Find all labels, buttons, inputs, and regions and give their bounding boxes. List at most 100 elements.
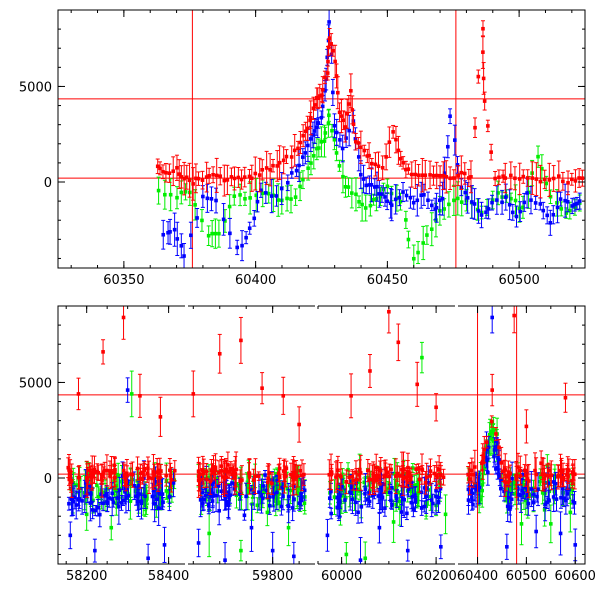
data-point <box>503 176 508 180</box>
data-point-group <box>195 208 200 228</box>
data-point <box>202 497 206 502</box>
data-point <box>385 199 389 204</box>
data-point-group <box>580 169 585 187</box>
data-point <box>481 50 485 54</box>
data-point-group <box>119 494 124 511</box>
data-point <box>413 172 418 177</box>
data-point-group <box>452 124 457 156</box>
data-point <box>439 545 443 549</box>
data-point <box>411 200 416 205</box>
data-point <box>331 48 335 53</box>
data-point <box>236 175 241 180</box>
data-point <box>370 493 375 498</box>
data-point-group <box>404 506 409 521</box>
data-point <box>164 473 168 478</box>
data-point-group <box>556 160 561 192</box>
data-point <box>311 154 316 158</box>
data-point <box>230 481 234 485</box>
data-point-group <box>100 463 105 498</box>
data-point <box>101 470 106 474</box>
data-point <box>210 231 214 236</box>
data-point <box>156 506 161 510</box>
data-point <box>86 485 91 490</box>
data-point <box>111 500 116 505</box>
data-point <box>298 140 303 145</box>
data-point-group <box>235 239 240 256</box>
data-point <box>396 148 401 153</box>
data-point <box>259 188 263 193</box>
data-point <box>240 478 244 482</box>
data-point <box>255 199 260 204</box>
data-point-group <box>138 463 143 484</box>
data-point <box>320 104 325 109</box>
data-point <box>95 483 99 488</box>
data-point <box>101 350 105 354</box>
data-point <box>140 496 145 501</box>
data-point-group <box>412 486 417 504</box>
data-point <box>175 237 180 241</box>
data-point <box>394 502 398 507</box>
data-point <box>285 180 290 185</box>
data-point-group <box>260 372 265 405</box>
data-point <box>151 470 156 474</box>
data-point <box>196 176 201 181</box>
data-point <box>315 146 319 151</box>
data-point <box>349 88 353 93</box>
data-point <box>361 177 366 181</box>
data-point <box>402 497 407 502</box>
data-point <box>486 207 491 211</box>
data-point-group <box>227 194 232 219</box>
data-point <box>397 499 402 504</box>
data-point-group <box>247 221 252 235</box>
data-point <box>312 129 317 133</box>
data-point <box>559 207 564 211</box>
data-point <box>143 494 147 499</box>
data-point <box>88 501 93 505</box>
data-point <box>463 190 468 195</box>
data-point <box>239 548 243 553</box>
data-point-group <box>80 487 85 515</box>
data-point <box>416 173 421 178</box>
y-tick-label: 0 <box>44 176 52 191</box>
data-point <box>337 110 342 115</box>
data-point-group <box>207 509 212 558</box>
data-point <box>489 150 493 154</box>
data-point-group <box>140 464 145 481</box>
data-point-group <box>95 498 100 517</box>
data-point <box>363 491 367 496</box>
data-point <box>349 480 354 485</box>
data-point <box>438 486 443 491</box>
data-point-group <box>419 500 424 516</box>
data-point <box>168 468 172 473</box>
data-point <box>260 386 264 390</box>
data-point <box>482 99 487 103</box>
data-point-group <box>503 183 508 211</box>
data-point-group <box>236 167 241 188</box>
data-point-group <box>308 112 313 129</box>
data-point <box>381 187 386 191</box>
data-point-group <box>207 167 212 184</box>
data-point-group <box>130 461 135 488</box>
data-point <box>415 482 419 487</box>
data-point-group <box>422 500 427 513</box>
data-point <box>125 388 130 392</box>
data-point-group <box>315 87 320 110</box>
data-point <box>374 465 379 470</box>
data-point <box>536 154 540 159</box>
data-point-group <box>166 221 171 245</box>
data-point-group <box>331 44 336 57</box>
data-point <box>300 473 304 478</box>
data-point-group <box>326 108 331 122</box>
data-point-group <box>302 480 307 501</box>
data-point-group <box>76 377 81 411</box>
data-point-group <box>125 377 130 403</box>
data-point <box>518 209 522 214</box>
data-point-group <box>175 186 180 210</box>
data-point <box>464 198 469 202</box>
data-point <box>207 475 211 480</box>
data-point <box>306 143 310 148</box>
data-point <box>404 167 408 172</box>
data-point <box>255 503 260 508</box>
data-point <box>88 473 93 478</box>
